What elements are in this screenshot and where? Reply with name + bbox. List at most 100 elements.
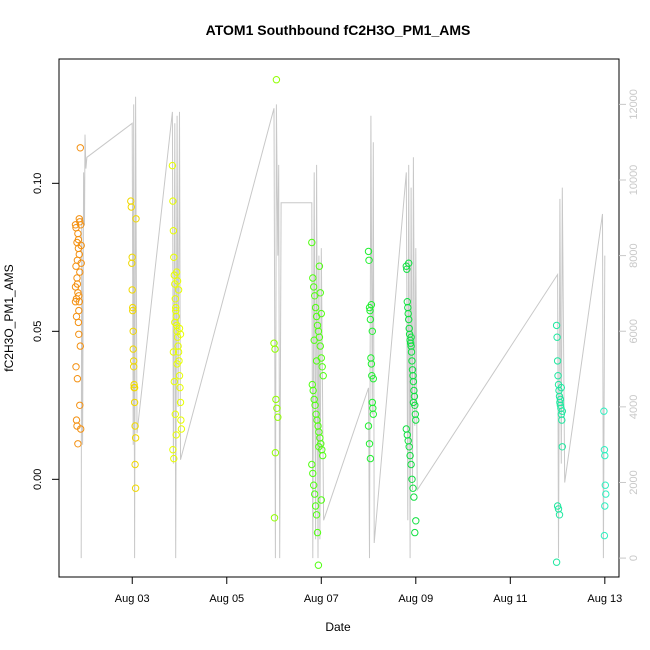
data-point bbox=[74, 235, 83, 244]
data-point bbox=[172, 303, 180, 312]
data-point bbox=[310, 283, 318, 291]
data-point bbox=[553, 333, 561, 341]
data-point bbox=[131, 422, 139, 430]
data-point bbox=[170, 454, 178, 463]
y2-tick-label: 2000 bbox=[628, 470, 640, 494]
data-point bbox=[552, 321, 561, 330]
data-point bbox=[364, 247, 373, 256]
data-point bbox=[273, 404, 281, 412]
data-point bbox=[407, 333, 415, 341]
data-point bbox=[174, 286, 183, 294]
data-point bbox=[316, 289, 324, 297]
y-tick-label: 0.05 bbox=[32, 321, 44, 342]
data-point bbox=[73, 256, 82, 264]
data-point bbox=[173, 360, 181, 368]
data-point bbox=[406, 451, 414, 460]
data-point bbox=[412, 416, 420, 424]
data-point bbox=[75, 298, 84, 306]
data-point bbox=[407, 348, 416, 356]
data-point bbox=[308, 238, 316, 247]
data-point bbox=[175, 372, 184, 380]
data-point bbox=[168, 161, 177, 170]
x-tick-label: Aug 03 bbox=[115, 593, 150, 605]
data-point bbox=[368, 327, 376, 335]
data-point bbox=[177, 425, 186, 433]
data-point bbox=[129, 303, 137, 312]
data-point bbox=[76, 268, 84, 276]
y-tick-label: 0.10 bbox=[32, 173, 44, 194]
data-point bbox=[554, 372, 562, 380]
data-point bbox=[555, 511, 564, 519]
data-point bbox=[411, 528, 419, 537]
data-point bbox=[365, 256, 373, 264]
y-axis-label: fC2H3O_PM1_AMS bbox=[2, 264, 16, 371]
data-point bbox=[130, 363, 138, 371]
data-point bbox=[176, 330, 185, 338]
y2-tick-label: 8000 bbox=[628, 243, 640, 267]
data-point bbox=[311, 303, 320, 312]
data-point bbox=[552, 558, 561, 566]
data-point bbox=[73, 375, 82, 383]
data-point bbox=[408, 357, 416, 365]
data-point bbox=[171, 318, 179, 327]
y2-tick-label: 12000 bbox=[628, 89, 640, 120]
data-point bbox=[176, 383, 184, 392]
data-point bbox=[172, 306, 180, 315]
data-point bbox=[177, 416, 185, 424]
data-point bbox=[174, 348, 183, 356]
data-point bbox=[314, 561, 323, 569]
data-point bbox=[311, 502, 320, 510]
data-point bbox=[317, 496, 325, 504]
x-tick-label: Aug 13 bbox=[587, 593, 622, 605]
y2-tick-label: 10000 bbox=[628, 165, 640, 196]
data-point bbox=[405, 259, 413, 267]
x-tick-label: Aug 09 bbox=[398, 593, 433, 605]
data-point bbox=[127, 203, 136, 211]
data-point bbox=[77, 241, 85, 250]
data-point bbox=[405, 315, 413, 324]
data-point bbox=[132, 215, 140, 223]
y2-tick-label: 0 bbox=[628, 555, 640, 561]
data-point bbox=[128, 253, 136, 261]
data-point bbox=[364, 422, 373, 430]
data-point bbox=[409, 377, 418, 386]
data-point bbox=[315, 262, 324, 270]
x-tick-label: Aug 07 bbox=[304, 593, 339, 605]
data-point bbox=[73, 274, 81, 282]
data-point bbox=[130, 383, 139, 392]
data-point bbox=[169, 227, 178, 235]
data-point bbox=[558, 416, 566, 424]
x-axis: Aug 03 Aug 05 Aug 07 Aug 09 Aug 11 Aug 13 bbox=[115, 576, 622, 605]
data-point bbox=[270, 514, 279, 522]
data-point bbox=[318, 363, 326, 371]
data-point bbox=[558, 443, 566, 451]
data-point bbox=[366, 454, 375, 463]
data-point bbox=[272, 76, 281, 84]
data-point bbox=[274, 413, 282, 421]
data-point bbox=[74, 318, 83, 327]
data-point bbox=[171, 295, 180, 303]
data-point bbox=[131, 460, 139, 469]
data-point bbox=[74, 440, 82, 448]
data-point bbox=[553, 502, 562, 510]
data-point bbox=[76, 144, 85, 152]
data-point bbox=[128, 286, 136, 294]
data-point bbox=[76, 342, 85, 350]
data-point bbox=[75, 330, 83, 338]
data-point bbox=[407, 460, 415, 469]
y-axis: 0.00 0.05 0.10 bbox=[32, 173, 59, 490]
data-point bbox=[74, 289, 82, 297]
data-point bbox=[412, 517, 420, 525]
data-point bbox=[312, 511, 321, 519]
data-point bbox=[601, 451, 609, 460]
data-point bbox=[556, 395, 565, 404]
data-point bbox=[129, 327, 137, 335]
data-point bbox=[310, 336, 318, 344]
data-point bbox=[365, 440, 374, 448]
data-point bbox=[408, 475, 416, 483]
data-point bbox=[367, 301, 376, 309]
data-point bbox=[367, 360, 376, 368]
data-point bbox=[601, 502, 609, 510]
data-point bbox=[315, 443, 323, 451]
data-point bbox=[75, 306, 83, 315]
